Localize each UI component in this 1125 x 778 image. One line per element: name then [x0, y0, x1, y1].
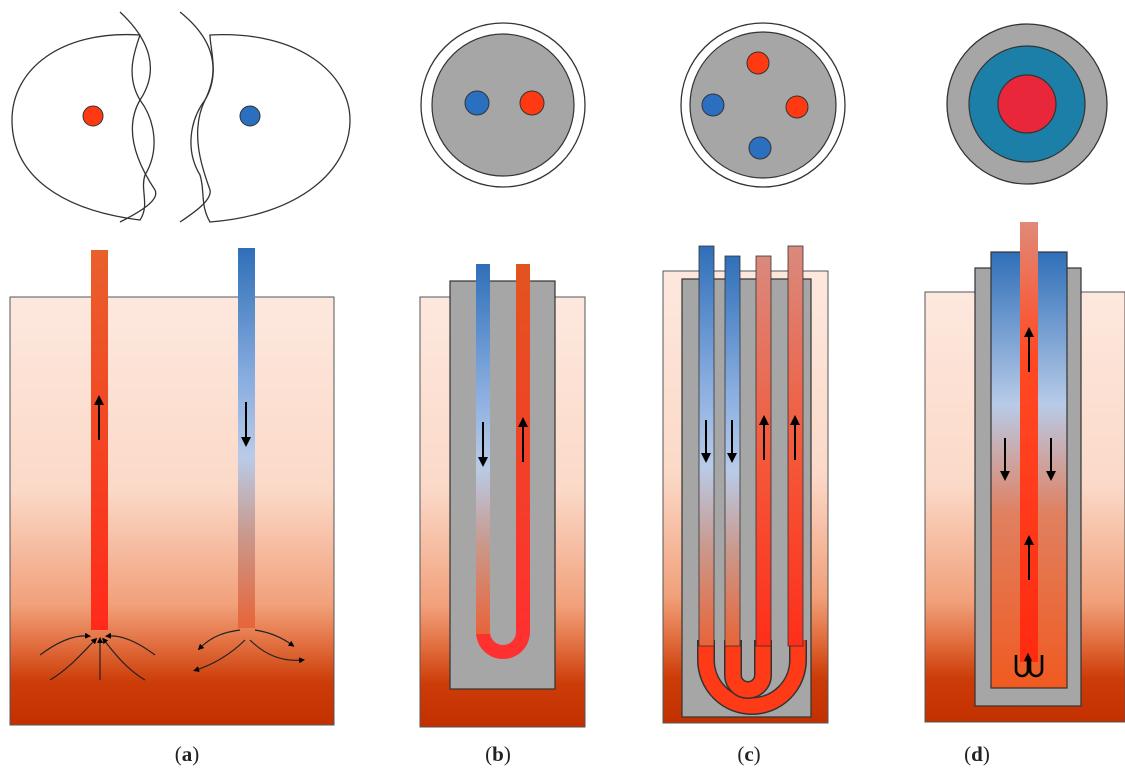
panel-c	[662, 22, 846, 724]
plan-grout-b	[431, 33, 575, 177]
return-flow-arrows-d	[1014, 652, 1044, 678]
plan-grout-c	[689, 31, 837, 179]
plan-hot-pipe-b	[519, 90, 545, 116]
panel-b	[419, 22, 586, 728]
panel-label-c: (c)	[737, 742, 761, 766]
break-line-1	[119, 11, 157, 223]
panel-label-d: (d)	[964, 742, 990, 766]
panel-label-a: (a)	[174, 742, 200, 766]
plan-cold-pipe-b	[464, 90, 490, 116]
grout-column-b	[449, 280, 556, 690]
u-loop-c1-fill	[698, 640, 806, 714]
panel-a	[9, 11, 351, 726]
u-loop-c2-fill	[725, 640, 771, 698]
plan-hot-pipe-c1	[746, 51, 770, 75]
plan-cold-pipe-c1	[701, 93, 725, 117]
plan-hot-pipe-c2	[785, 95, 809, 119]
plan-hot-well	[82, 105, 104, 127]
plan-cold-pipe-c2	[748, 136, 772, 160]
inner-pipe-d	[1020, 222, 1038, 662]
ground-block-a	[9, 296, 335, 726]
panel-d	[924, 23, 1125, 723]
break-line-2	[179, 11, 214, 223]
outflow-arrows	[193, 629, 305, 672]
inflow-arrows	[39, 632, 156, 681]
plan-view-right-lobe	[190, 34, 351, 223]
panel-label-b: (b)	[485, 742, 511, 766]
plan-cold-well	[239, 105, 261, 127]
plan-core-d	[997, 74, 1057, 134]
